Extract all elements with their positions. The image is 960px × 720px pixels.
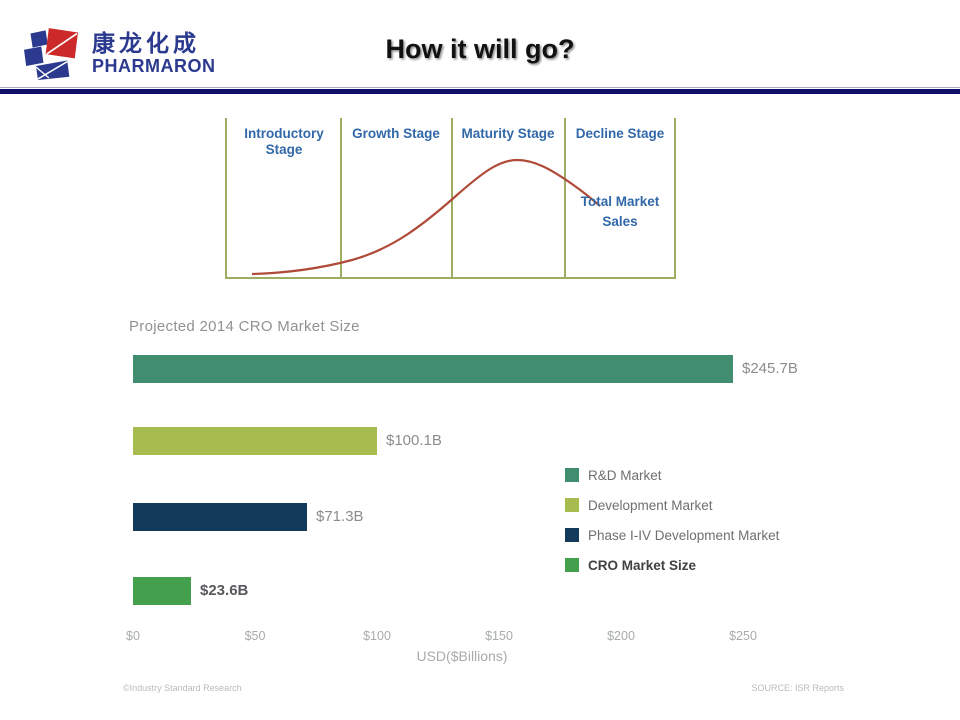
logo-text: 康龙化成 PHARMARON xyxy=(92,32,216,75)
legend-item: Development Market xyxy=(565,490,779,520)
x-tick-label: $100 xyxy=(363,629,391,643)
bar-development-market xyxy=(133,427,377,455)
footer-source: SOURCE: ISR Reports xyxy=(751,683,844,693)
x-axis-title: USD($Billions) xyxy=(416,648,508,664)
legend-label: Phase I-IV Development Market xyxy=(588,527,780,543)
legend-label: CRO Market Size xyxy=(588,557,697,573)
legend-swatch-icon xyxy=(565,528,579,542)
bar-value-label: $245.7B xyxy=(742,360,798,377)
legend-item: Phase I-IV Development Market xyxy=(565,520,779,550)
footer-copyright: ©Industry Standard Research xyxy=(123,683,242,693)
logo-latin-name: PHARMARON xyxy=(92,55,216,76)
x-tick-label: $150 xyxy=(485,629,513,643)
legend-swatch-icon xyxy=(565,558,579,572)
product-lifecycle-diagram: Total Market Sales Introductory Stage Gro… xyxy=(225,118,676,279)
bar-value-label: $23.6B xyxy=(200,582,249,599)
header-divider xyxy=(0,87,960,95)
chart-legend: R&D Market Development Market Phase I-IV D… xyxy=(565,460,779,580)
bar-r-d-market xyxy=(133,355,733,383)
legend-swatch-icon xyxy=(565,498,579,512)
stage-label: Introductory Stage xyxy=(244,126,324,158)
logo-chinese-name: 康龙化成 xyxy=(92,29,200,57)
bar-value-label: $71.3B xyxy=(316,508,364,525)
x-tick-label: $0 xyxy=(126,629,140,643)
x-tick-label: $250 xyxy=(729,629,757,643)
stage-divider xyxy=(340,118,342,277)
pharmaron-logo-icon xyxy=(24,28,78,80)
stage-label: Growth Stage xyxy=(352,126,440,141)
stage-label: Maturity Stage xyxy=(461,126,555,141)
x-tick-label: $200 xyxy=(607,629,635,643)
legend-item: R&D Market xyxy=(565,460,779,490)
bar-cro-market-size xyxy=(133,577,191,605)
x-tick-label: $50 xyxy=(244,629,266,643)
market-sales-curve xyxy=(251,158,601,276)
pharmaron-logo: 康龙化成 PHARMARON xyxy=(18,26,216,80)
curve-label: Total Market Sales xyxy=(580,194,660,230)
bar-value-label: $100.1B xyxy=(386,432,442,449)
slide-title: How it will go? xyxy=(385,34,575,64)
stage-label: Decline Stage xyxy=(575,126,665,141)
stage-divider xyxy=(564,118,566,277)
legend-label: R&D Market xyxy=(588,467,662,483)
chart-title: Projected 2014 CRO Market Size xyxy=(129,318,360,335)
bar-phase-i-iv-development-market xyxy=(133,503,307,531)
legend-label: Development Market xyxy=(588,497,713,513)
legend-swatch-icon xyxy=(565,468,579,482)
legend-item: CRO Market Size xyxy=(565,550,779,580)
stage-divider xyxy=(451,118,453,277)
